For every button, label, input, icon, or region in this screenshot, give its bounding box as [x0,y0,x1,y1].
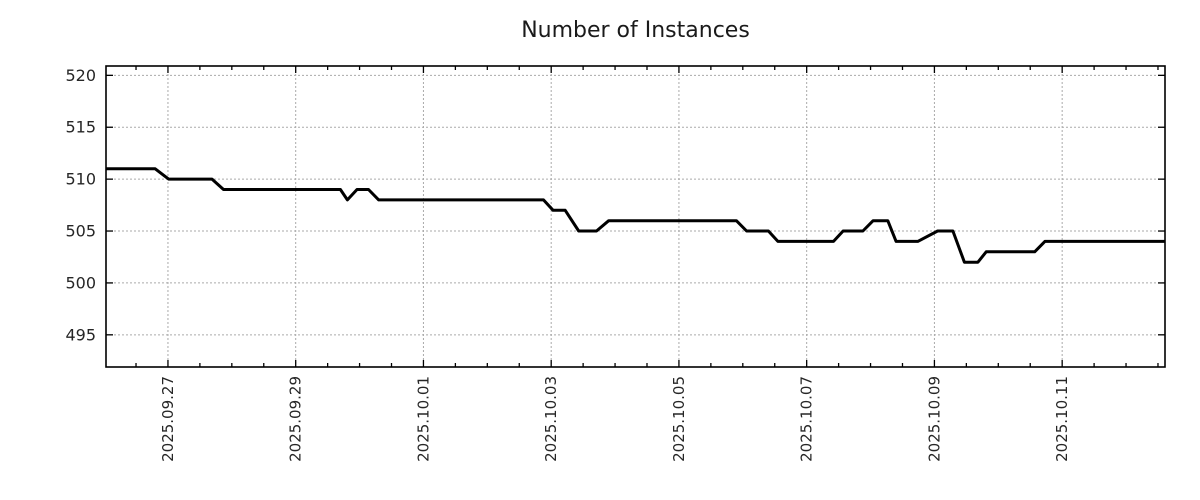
x-tick-label: 2025.10.01 [414,376,432,462]
x-tick-label: 2025.09.27 [159,376,177,462]
x-tick-label: 2025.10.11 [1053,376,1071,462]
y-tick-label: 520 [65,66,96,85]
x-tick-label: 2025.10.05 [670,376,688,462]
y-tick-label: 505 [65,222,96,241]
gridlines-layer [106,66,1165,367]
series-line-instances [106,167,1165,264]
x-tick-label: 2025.10.07 [798,376,816,462]
y-tick-label: 500 [65,273,96,292]
plot-frame [105,65,1166,368]
y-tick-label: 495 [65,325,96,344]
tick-labels-layer: 495 500 505 510 515 520 2025.09.27 2025.09.29 20… [65,66,1071,462]
chart-title: Number of Instances [521,18,750,43]
y-tick-label: 515 [65,118,96,137]
x-tick-label: 2025.10.03 [542,376,560,462]
axes-frame-layer [105,65,1166,368]
x-tick-label: 2025.10.09 [925,376,943,462]
series-layer [106,167,1165,264]
y-tick-label: 510 [65,170,96,189]
x-tick-label: 2025.09.29 [287,376,305,462]
